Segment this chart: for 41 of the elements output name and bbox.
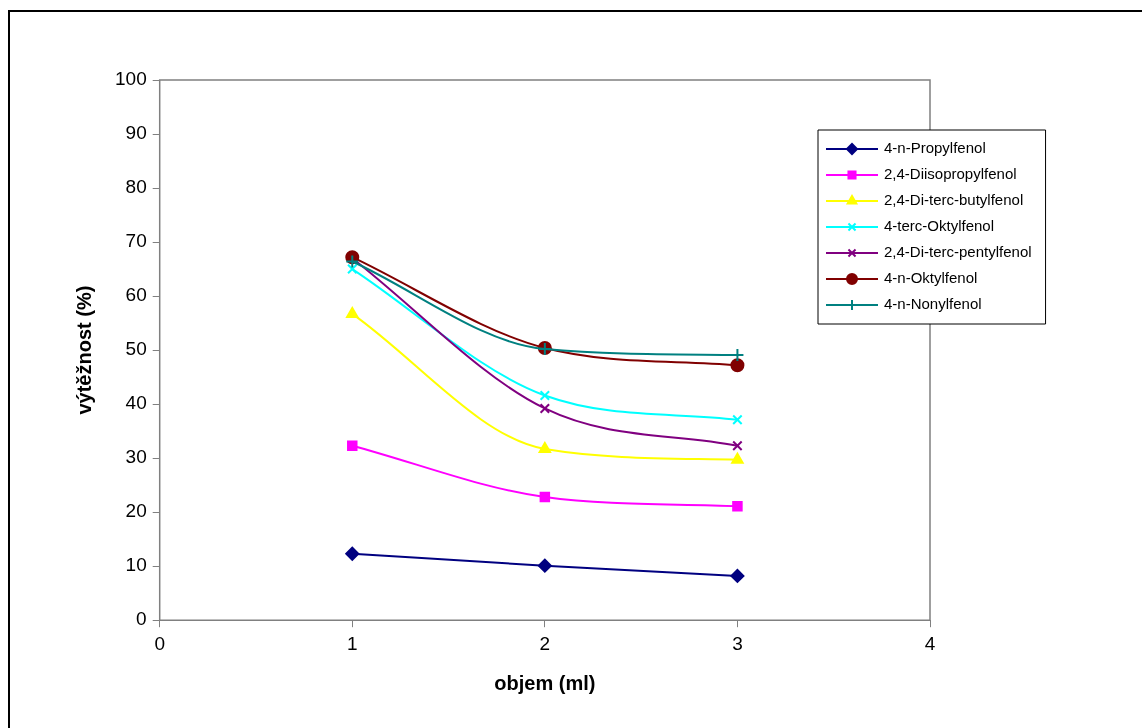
y-tick-label: 90 — [125, 122, 147, 144]
y-tick-label: 30 — [125, 446, 147, 468]
legend-label: 4-terc-Oktylfenol — [884, 217, 995, 235]
y-axis-title: výtěžnost (%) — [72, 285, 95, 415]
legend-label: 4-n-Oktylfenol — [884, 269, 978, 287]
y-tick-label: 50 — [125, 338, 147, 360]
y-tick-label: 0 — [136, 608, 147, 630]
legend-label: 2,4-Diisopropylfenol — [884, 165, 1017, 183]
x-tick-label: 4 — [924, 632, 936, 654]
legend-label: 4-n-Nonylfenol — [884, 295, 982, 313]
point — [347, 263, 358, 275]
x-axis-title: objem (ml) — [494, 671, 596, 694]
point — [539, 403, 551, 414]
point — [730, 568, 745, 583]
point — [539, 390, 551, 401]
point — [346, 306, 359, 318]
x-tick-label: 2 — [539, 632, 551, 654]
point — [347, 440, 358, 451]
x-tick-label: 0 — [154, 632, 165, 654]
point — [537, 558, 552, 573]
point — [732, 440, 743, 451]
point — [732, 500, 743, 512]
point — [731, 452, 744, 464]
x-tick-label: 1 — [346, 632, 358, 654]
y-tick-label: 10 — [125, 554, 147, 576]
y-tick-label: 20 — [125, 500, 147, 522]
y-tick-label: 80 — [125, 176, 147, 198]
point — [538, 441, 552, 453]
legend-label: 2,4-Di-terc-pentylfenol — [884, 243, 1032, 261]
y-tick-label: 40 — [125, 392, 147, 414]
point — [730, 358, 745, 373]
legend-label: 4-n-Propylfenol — [884, 139, 986, 157]
y-tick-label: 60 — [125, 284, 147, 306]
point — [345, 254, 360, 269]
y-tick-label: 100 — [115, 68, 147, 90]
point — [732, 414, 743, 426]
point — [345, 546, 360, 561]
legend-label: 2,4-Di-terc-butylfenol — [884, 191, 1024, 209]
x-tick-label: 3 — [732, 632, 743, 654]
y-tick-label: 70 — [125, 230, 147, 252]
point — [539, 491, 551, 503]
